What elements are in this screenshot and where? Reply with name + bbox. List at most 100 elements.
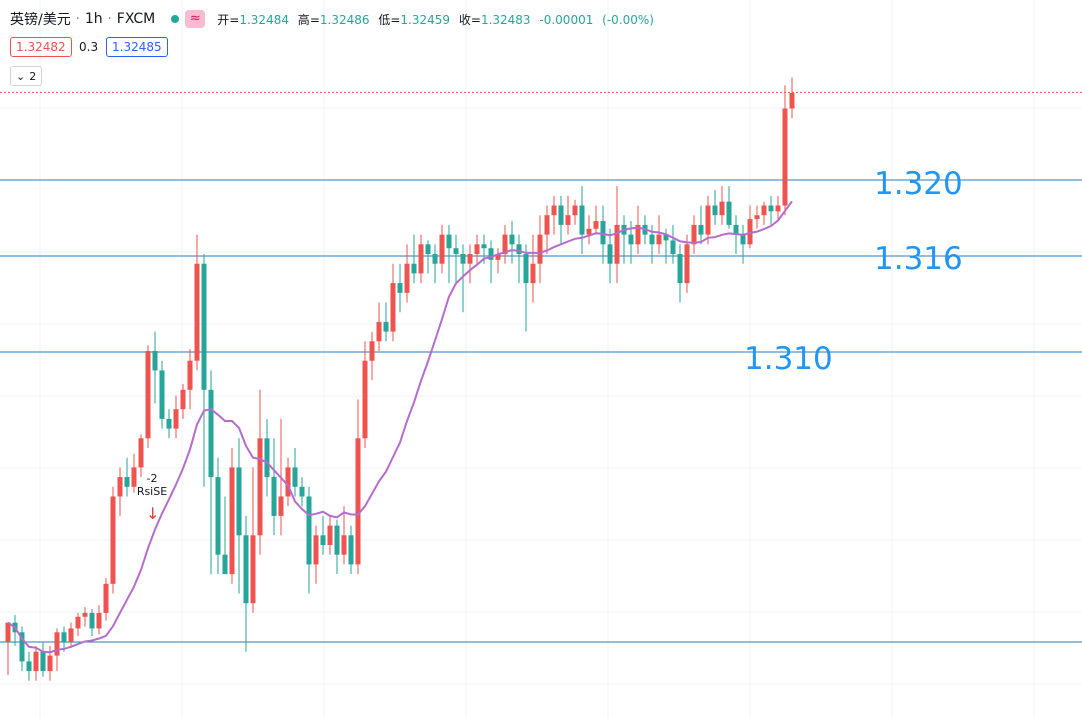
- candle-body: [222, 554, 228, 575]
- candle-body: [789, 93, 795, 109]
- candle: [495, 248, 501, 274]
- candle: [334, 519, 340, 575]
- candle: [670, 224, 676, 264]
- interval-label[interactable]: 1h: [84, 11, 103, 27]
- candle-body: [278, 496, 284, 516]
- candle: [747, 205, 753, 249]
- candle-body: [474, 244, 480, 255]
- candle: [236, 438, 242, 594]
- candle-body: [418, 244, 424, 274]
- candle: [131, 453, 137, 493]
- separator: ·: [75, 11, 80, 27]
- candle-body: [5, 622, 11, 642]
- level-label-1316: 1.316: [874, 241, 963, 277]
- candle-body: [264, 438, 270, 478]
- candle: [593, 205, 599, 235]
- candle-body: [40, 651, 46, 672]
- candle: [187, 349, 193, 410]
- bid-price-box[interactable]: 1.32482: [10, 36, 72, 58]
- level-label-1320: 1.320: [874, 166, 963, 202]
- candles: [5, 77, 795, 681]
- candle-body: [68, 628, 74, 642]
- candle-body: [306, 496, 312, 565]
- candle-body: [607, 244, 613, 264]
- candle: [96, 605, 102, 635]
- candle-body: [684, 244, 690, 284]
- candle: [285, 457, 291, 507]
- candle: [558, 195, 564, 245]
- candle: [579, 186, 585, 255]
- candle: [460, 244, 466, 313]
- candle-body: [19, 632, 25, 662]
- symbol-name[interactable]: 英镑/美元: [10, 12, 71, 28]
- moving-average-line: [7, 200, 793, 654]
- candle-body: [411, 263, 417, 274]
- candle-body: [271, 477, 277, 516]
- candle: [712, 189, 718, 225]
- wave-indicator-icon[interactable]: ≈: [185, 10, 206, 28]
- candle-body: [453, 248, 459, 255]
- candle-body: [355, 438, 361, 565]
- candle-body: [334, 525, 340, 555]
- ask-price-box[interactable]: 1.32485: [106, 36, 168, 58]
- high-key: 高: [297, 12, 310, 27]
- candle: [40, 642, 46, 677]
- candle: [775, 195, 781, 222]
- candle: [194, 234, 200, 371]
- candle-body: [747, 219, 753, 245]
- candle: [488, 240, 494, 284]
- candle: [754, 205, 760, 229]
- candle: [453, 234, 459, 284]
- candle: [152, 331, 158, 404]
- candle-body: [96, 612, 102, 629]
- candle-body: [761, 205, 767, 216]
- candle-body: [299, 486, 305, 497]
- high-value: 1.32486: [319, 12, 370, 27]
- candle: [229, 448, 235, 584]
- candle-body: [348, 535, 354, 565]
- candle: [33, 645, 39, 681]
- candle-body: [614, 224, 620, 264]
- candle: [761, 201, 767, 225]
- candle-body: [663, 234, 669, 241]
- candle: [173, 395, 179, 439]
- candle-body: [467, 254, 473, 264]
- candle-body: [530, 263, 536, 284]
- candle: [537, 215, 543, 284]
- candle-body: [586, 228, 592, 235]
- candle-body: [439, 234, 445, 264]
- candle-body: [600, 221, 606, 245]
- candle: [635, 205, 641, 255]
- candle-body: [376, 321, 382, 342]
- candle: [516, 234, 522, 284]
- rsi-signal-name: RsiSE: [136, 485, 168, 498]
- ask-price[interactable]: 1.32485: [106, 37, 168, 57]
- candle-body: [33, 651, 39, 672]
- candle-body: [383, 321, 389, 332]
- candle-body: [691, 224, 697, 245]
- rsi-signal-value: -2: [146, 472, 158, 485]
- candle: [397, 263, 403, 313]
- candle: [341, 506, 347, 565]
- candle: [530, 234, 536, 303]
- candle-body: [180, 389, 186, 410]
- candle-body: [390, 283, 396, 332]
- bid-price[interactable]: 1.32482: [10, 37, 72, 57]
- candle-body: [726, 201, 732, 225]
- candle: [117, 467, 123, 516]
- candle-body: [327, 525, 333, 546]
- candle-body: [509, 234, 515, 245]
- close-key: 收: [458, 12, 471, 27]
- candle-body: [537, 234, 543, 264]
- indicator-collapse-button[interactable]: ⌄ 2: [10, 66, 43, 86]
- candle-body: [250, 535, 256, 604]
- candle-body: [495, 254, 501, 260]
- candle-body: [54, 632, 60, 656]
- candle: [82, 607, 88, 627]
- candle-body: [47, 655, 53, 672]
- candle: [250, 467, 256, 613]
- market-status-icon[interactable]: [171, 15, 180, 23]
- candle-body: [117, 477, 123, 497]
- candle: [320, 515, 326, 555]
